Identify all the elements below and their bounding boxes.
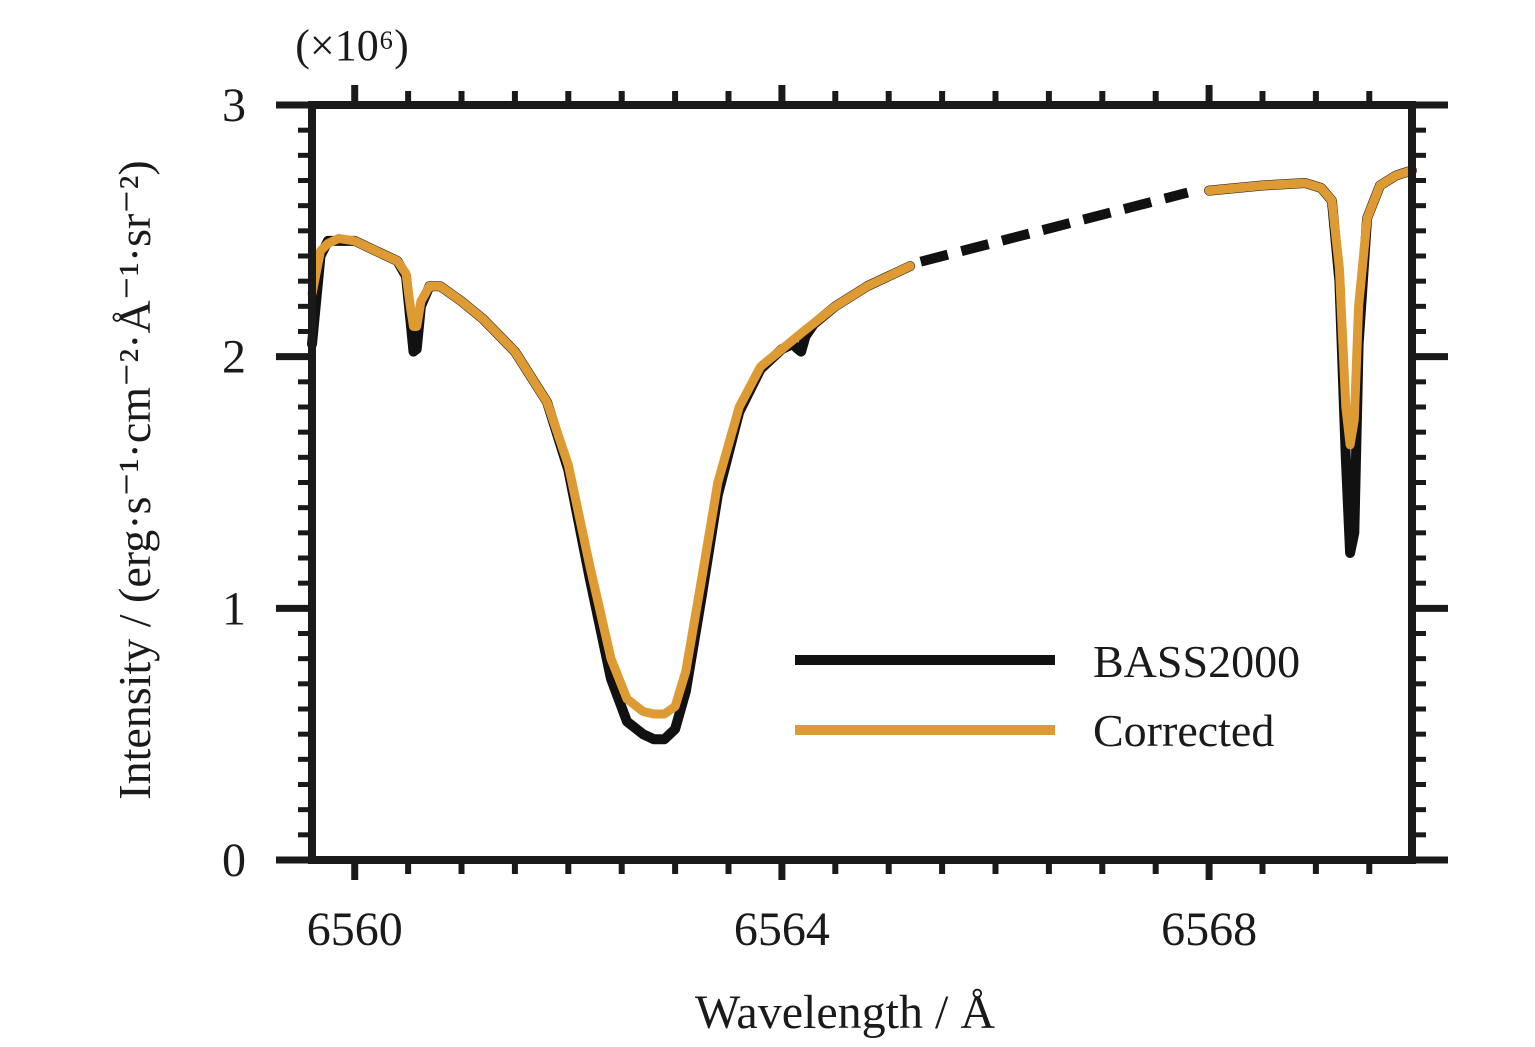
axis-ticks	[276, 85, 1448, 880]
y-axis-label: Intensity / (erg·s⁻¹·cm⁻²·Å⁻¹·sr⁻²)	[109, 160, 160, 799]
y-tick-label: 1	[222, 582, 246, 635]
series-line-corrected-right	[1204, 165, 1417, 450]
series-lines	[307, 165, 1417, 745]
x-tick-label: 6560	[307, 903, 403, 956]
y-multiplier-label: (×10⁶)	[295, 21, 408, 70]
y-tick-label: 0	[222, 834, 246, 887]
series-line-bass2000-right	[1204, 165, 1417, 558]
tick-labels: 6560 6564 6568 0 1 2 3	[222, 79, 1257, 956]
x-tick-label: 6568	[1161, 903, 1257, 956]
x-axis-label: Wavelength / Å	[695, 986, 995, 1039]
plot-frame	[308, 101, 1416, 864]
legend: BASS2000 Corrected	[795, 636, 1300, 756]
y-tick-label: 3	[222, 79, 246, 132]
y-tick-label: 2	[222, 331, 246, 384]
interpolation-dashed-line	[919, 187, 1189, 267]
series-line-corrected-left	[307, 233, 915, 719]
legend-label-corrected: Corrected	[1093, 705, 1274, 756]
legend-label-bass2000: BASS2000	[1093, 636, 1300, 687]
x-tick-label: 6564	[734, 903, 830, 956]
